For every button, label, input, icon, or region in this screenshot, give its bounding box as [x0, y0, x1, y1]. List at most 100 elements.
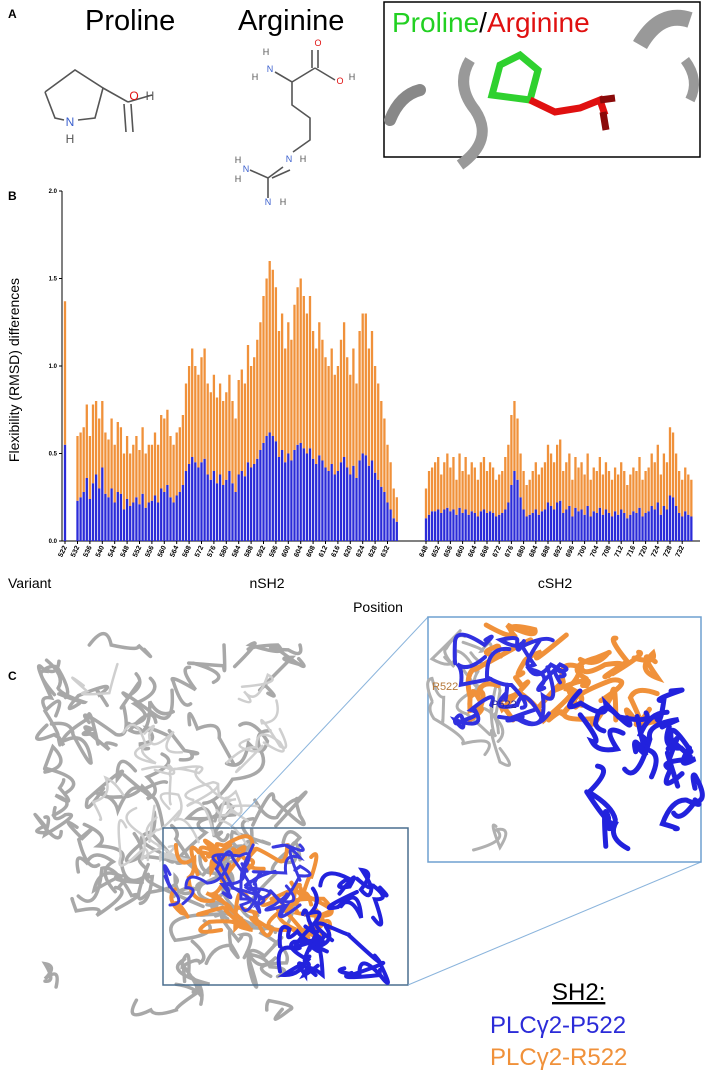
group-label: Variant [8, 575, 51, 591]
x-tick-label: 584 [231, 545, 242, 559]
ribbon [426, 676, 446, 724]
bar-segment [586, 453, 589, 506]
bar-segment [178, 427, 181, 492]
bar-segment [437, 457, 440, 510]
bar-segment [665, 462, 669, 510]
bar-segment [330, 464, 333, 541]
bar-segment [610, 516, 614, 541]
ribbon [519, 636, 555, 669]
bar-segment [265, 436, 268, 541]
x-tick-label: 660 [455, 545, 466, 559]
ribbon [429, 629, 478, 675]
bar-segment [546, 502, 550, 541]
bar-segment [274, 441, 278, 541]
ribbon [36, 664, 57, 711]
inset-title-part: Arginine [487, 7, 590, 38]
bar-segment [662, 506, 666, 541]
bar-segment [389, 509, 392, 541]
bar-segment [620, 462, 623, 510]
bar-segment [206, 474, 209, 541]
bar-segment [184, 471, 188, 541]
bar-segment [586, 506, 589, 541]
bar-segment [434, 511, 437, 541]
bar-segment [132, 502, 135, 541]
x-tick-label: 704 [589, 545, 600, 559]
bar-segment [488, 511, 492, 541]
bar-segment [501, 471, 504, 513]
bar-segment [280, 450, 284, 541]
atom-label: O [129, 89, 138, 103]
x-tick-label: 600 [281, 545, 292, 559]
bar-segment [215, 397, 219, 484]
bar-segment [473, 513, 476, 541]
ribbon [141, 763, 176, 776]
bar-segment [253, 357, 256, 464]
x-tick-label: 568 [182, 545, 193, 559]
bar-segment [540, 511, 544, 541]
x-tick-label: 732 [675, 545, 686, 559]
group-label: nSH2 [249, 575, 284, 591]
ribbon [41, 961, 59, 989]
ribbon [452, 695, 495, 726]
legend-entry: PLCγ2-R522 [490, 1044, 627, 1071]
bar-segment [218, 383, 222, 475]
bar-segment [110, 418, 113, 489]
bar-segment [577, 511, 580, 541]
ribbon [42, 743, 76, 796]
bar-segment [389, 462, 392, 510]
bar-segment [98, 488, 101, 541]
bar-segment [160, 415, 163, 489]
x-tick-label: 700 [577, 545, 588, 559]
bar-segment [613, 467, 617, 512]
ribbon [173, 843, 216, 904]
bar-segment [234, 492, 237, 541]
molecule-name: Proline [85, 5, 175, 37]
bar-segment [552, 509, 556, 541]
zoom-connector [229, 616, 429, 829]
bar-segment [203, 348, 206, 459]
bar-segment [256, 339, 259, 459]
inset-title: Proline/Arginine [392, 7, 590, 38]
bar-segment [574, 457, 577, 508]
bar-segment [377, 383, 380, 480]
x-tick-label: 656 [443, 545, 454, 559]
bar-segment [197, 467, 200, 541]
bar-segment [440, 513, 443, 541]
bar-segment [163, 492, 166, 541]
bar-segment [626, 518, 629, 541]
bar-segment [455, 514, 458, 541]
bar-segment [284, 462, 287, 541]
bar-segment [290, 339, 293, 461]
ribbon [41, 805, 73, 839]
bar-segment [361, 313, 364, 454]
bar-segment [175, 495, 178, 541]
x-tick-label: 652 [431, 545, 442, 559]
atom-label: H [280, 197, 287, 207]
ribbon [70, 885, 124, 918]
zoom-box [162, 827, 409, 986]
bar-segment [559, 439, 562, 501]
bar-segment [607, 513, 611, 541]
ribbon [224, 721, 270, 767]
bar-segment [430, 467, 434, 512]
ribbon [169, 887, 190, 919]
bar-segment [604, 462, 608, 510]
atom-label: N [286, 154, 293, 164]
x-tick-label: 564 [169, 545, 180, 559]
ribbon [168, 765, 204, 806]
bar-segment [231, 401, 234, 484]
group-label: cSH2 [538, 575, 572, 591]
bar-segment [556, 444, 559, 503]
ribbon [271, 843, 305, 852]
bar-segment [681, 479, 684, 517]
ribbon [219, 845, 256, 883]
bar-segment [122, 509, 126, 541]
x-tick-label: 522 [58, 545, 69, 559]
bar-segment [601, 474, 605, 515]
ribbon [300, 852, 319, 907]
bar-segment [574, 507, 577, 541]
bar-segment [674, 453, 678, 506]
x-tick-label: 692 [553, 545, 564, 559]
ribbon [51, 778, 71, 818]
bar-segment [85, 404, 88, 478]
